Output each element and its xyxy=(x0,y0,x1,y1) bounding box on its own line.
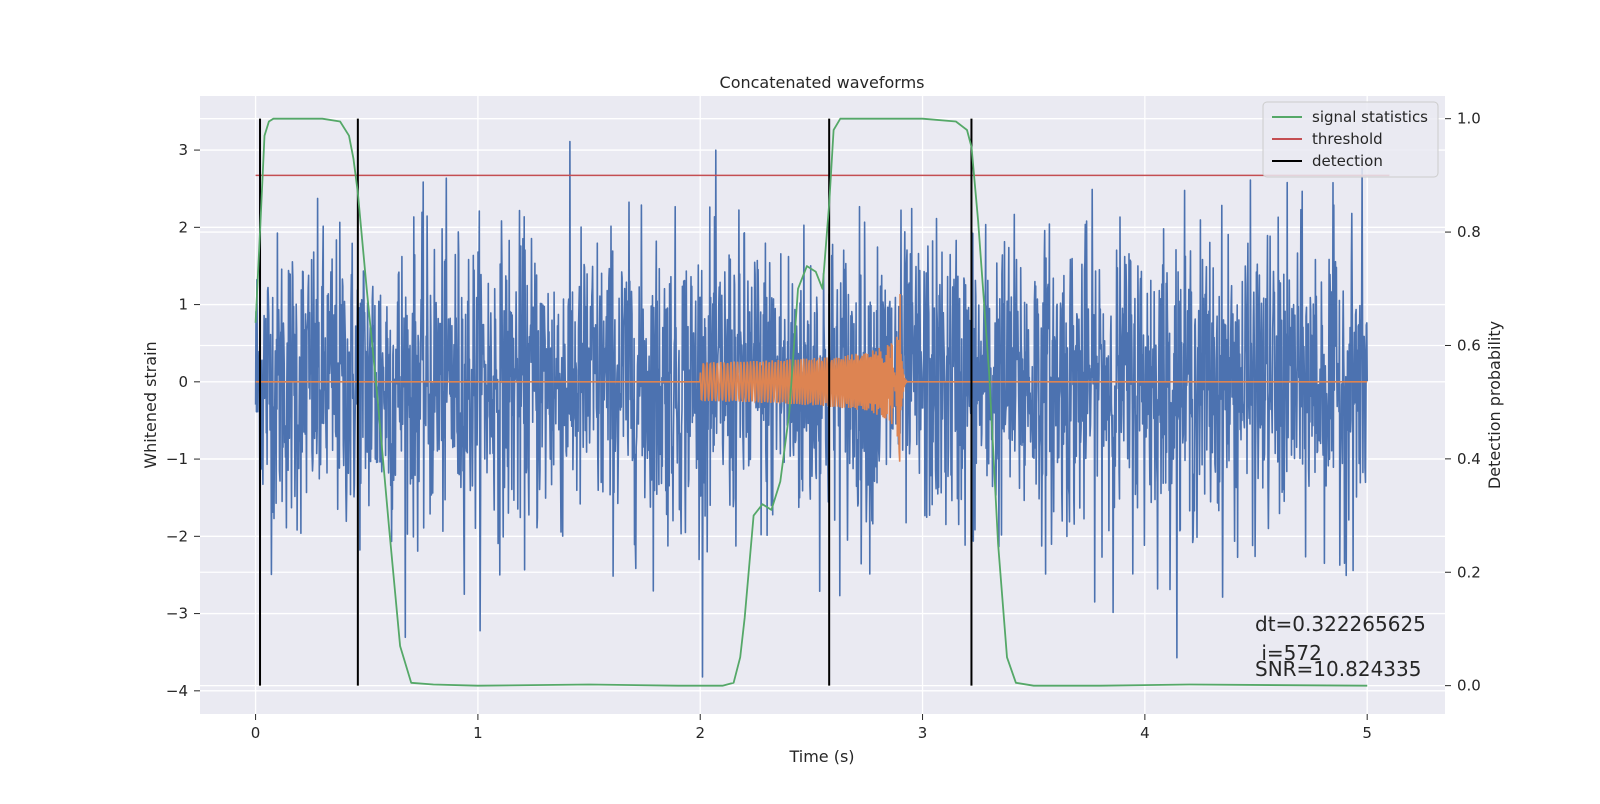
y-tick-label-left: −2 xyxy=(166,527,188,545)
y-tick-label-right: 0.6 xyxy=(1457,336,1481,354)
x-tick-label: 0 xyxy=(251,724,261,742)
legend-label-detection: detection xyxy=(1312,152,1383,170)
annotation-dt: dt=0.322265625 xyxy=(1255,612,1426,636)
y-tick-label-left: 1 xyxy=(178,296,188,314)
y-tick-label-right: 0.2 xyxy=(1457,563,1481,581)
y-axis-label-left: Whitened strain xyxy=(141,341,160,468)
x-tick-label: 4 xyxy=(1140,724,1150,742)
series-chirp xyxy=(255,293,1368,462)
y-tick-label-left: 3 xyxy=(178,141,188,159)
y-tick-label-right: 0.4 xyxy=(1457,450,1481,468)
annotation-index: i=572 xyxy=(1255,641,1322,665)
legend-label-threshold: threshold xyxy=(1312,130,1383,148)
y-tick-label-left: −4 xyxy=(166,682,188,700)
y-tick-label-right: 0.8 xyxy=(1457,223,1481,241)
y-tick-label-left: −1 xyxy=(166,450,188,468)
x-tick-label: 5 xyxy=(1362,724,1372,742)
legend-label-signal-statistics: signal statistics xyxy=(1312,108,1428,126)
x-tick-label: 2 xyxy=(695,724,705,742)
y-tick-label-right: 1.0 xyxy=(1457,110,1481,128)
series-chirp-line xyxy=(255,293,1368,462)
x-tick-label: 3 xyxy=(918,724,928,742)
annotation-snr: SNR=10.824335 xyxy=(1255,657,1421,681)
legend-box xyxy=(1262,101,1439,178)
y-tick-label-left: 2 xyxy=(178,218,188,236)
chart-title: Concatenated waveforms xyxy=(720,73,925,92)
series-statistics xyxy=(254,117,1368,687)
y-tick-label-right: 0.0 xyxy=(1457,677,1481,695)
legend: signal statistics threshold detection xyxy=(1262,101,1439,178)
y-axis-label-right: Detection probability xyxy=(1485,321,1504,489)
x-tick-label: 1 xyxy=(473,724,483,742)
x-axis-label: Time (s) xyxy=(788,747,854,766)
y-tick-label-left: 0 xyxy=(178,373,188,391)
ticks: 0 1 2 3 4 5 3 2 1 0 −1 −2 −3 −4 1.0 0.8 0.6 0.4 0.2 0.0 xyxy=(166,110,1481,742)
signal-statistics-line xyxy=(254,117,1368,687)
y-tick-label-left: −3 xyxy=(166,605,188,623)
